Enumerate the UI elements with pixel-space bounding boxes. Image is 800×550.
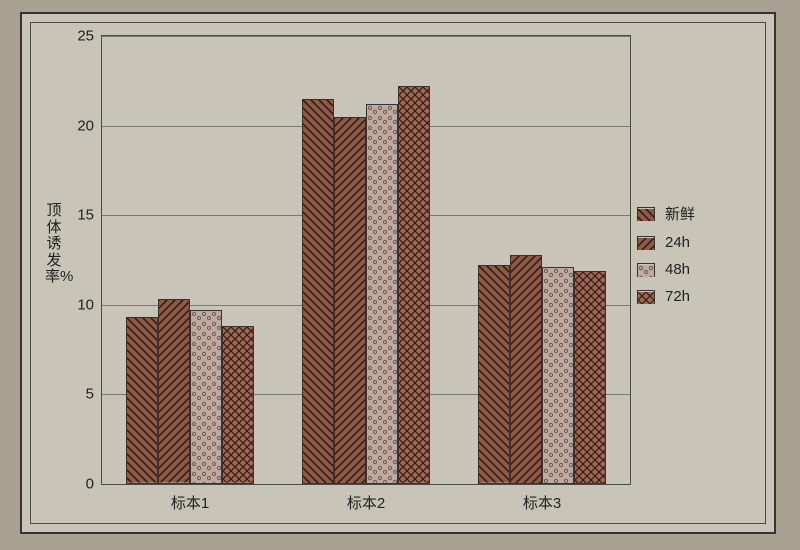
legend-item: 新鲜 (637, 203, 747, 224)
bar (478, 265, 510, 484)
legend-label: 新鲜 (665, 203, 695, 224)
x-tick-label: 标本3 (523, 492, 561, 513)
legend-item: 24h (637, 234, 747, 251)
bar (574, 271, 606, 484)
y-axis-label: 顶体诱发率% (45, 203, 63, 286)
legend-swatch (637, 207, 655, 221)
bar (366, 104, 398, 484)
legend-label: 72h (665, 288, 690, 305)
chart-frame: 顶体诱发率% 0510152025标本1标本2标本3 新鲜24h48h72h (30, 22, 766, 524)
bar (510, 255, 542, 484)
bar (126, 317, 158, 484)
x-tick-label: 标本2 (347, 492, 385, 513)
y-tick-label: 5 (86, 386, 94, 403)
legend: 新鲜 24h 48h 72h (637, 193, 747, 315)
bar (222, 326, 254, 484)
x-tick-label: 标本1 (171, 492, 209, 513)
legend-label: 48h (665, 261, 690, 278)
bar (302, 99, 334, 484)
bar (158, 299, 190, 484)
bar (190, 310, 222, 484)
gridline (102, 36, 630, 37)
y-tick-label: 0 (86, 476, 94, 493)
legend-item: 48h (637, 261, 747, 278)
bar (398, 86, 430, 484)
y-tick-label: 20 (77, 117, 94, 134)
legend-swatch (637, 290, 655, 304)
scan-frame: 顶体诱发率% 0510152025标本1标本2标本3 新鲜24h48h72h (20, 12, 776, 534)
plot-area: 0510152025标本1标本2标本3 (101, 35, 631, 485)
y-tick-label: 15 (77, 207, 94, 224)
bar (542, 267, 574, 484)
legend-swatch (637, 263, 655, 277)
legend-item: 72h (637, 288, 747, 305)
bar (334, 117, 366, 484)
y-tick-label: 10 (77, 296, 94, 313)
y-tick-label: 25 (77, 28, 94, 45)
legend-swatch (637, 236, 655, 250)
legend-label: 24h (665, 234, 690, 251)
